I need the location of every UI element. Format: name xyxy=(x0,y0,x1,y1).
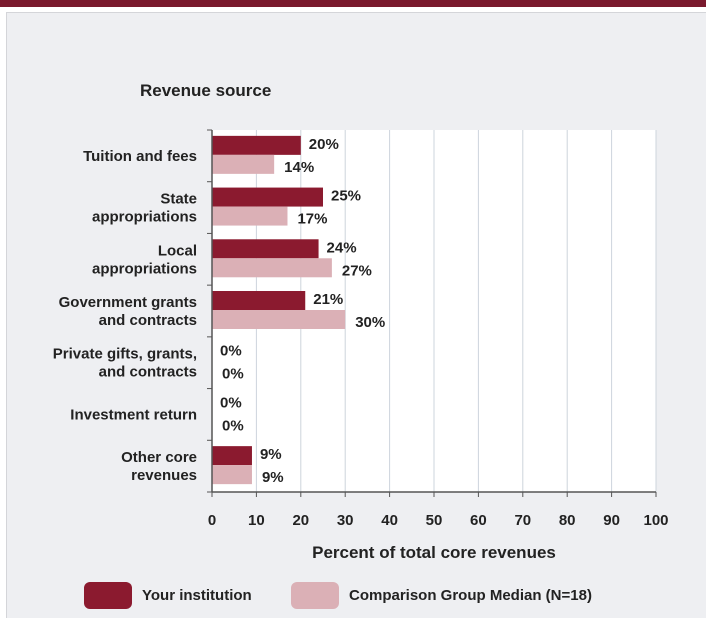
legend-swatch-your-institution xyxy=(84,581,132,609)
category-label: Tuition and fees xyxy=(83,148,197,165)
x-tick-label: 40 xyxy=(381,512,398,529)
data-label: 0% xyxy=(220,394,242,411)
bar xyxy=(212,291,306,310)
category-axis-title: Revenue source xyxy=(140,81,271,100)
legend-item-your-institution: Your institution xyxy=(84,580,252,610)
legend-label-comparison-group: Comparison Group Median (N=18) xyxy=(349,586,592,604)
data-label: 17% xyxy=(297,211,327,228)
category-label: Private gifts, grants, xyxy=(53,346,197,363)
category-label: Other core xyxy=(121,449,197,466)
bar xyxy=(212,446,252,466)
data-label: 24% xyxy=(327,239,357,256)
data-label: 9% xyxy=(260,446,282,463)
data-label: 9% xyxy=(262,469,284,486)
category-label: State xyxy=(160,191,197,208)
top-accent-bar xyxy=(0,0,706,7)
category-label: Local xyxy=(158,242,197,259)
x-tick-label: 0 xyxy=(208,512,216,529)
x-tick-label: 60 xyxy=(470,512,487,529)
bar xyxy=(212,465,252,485)
category-label: revenues xyxy=(131,467,197,484)
legend-swatch-comparison-group xyxy=(291,581,339,609)
bar xyxy=(212,206,288,226)
x-tick-label: 90 xyxy=(603,512,620,529)
data-label: 27% xyxy=(342,262,372,279)
data-label: 0% xyxy=(222,366,244,383)
legend-item-comparison-group: Comparison Group Median (N=18) xyxy=(291,580,592,610)
bar xyxy=(212,258,332,278)
category-label: appropriations xyxy=(92,209,197,226)
data-label: 14% xyxy=(284,159,314,176)
x-tick-label: 30 xyxy=(337,512,354,529)
x-tick-label: 80 xyxy=(559,512,576,529)
x-axis-title: Percent of total core revenues xyxy=(312,543,556,562)
data-label: 0% xyxy=(222,417,244,434)
category-label: and contracts xyxy=(99,364,197,381)
data-label: 0% xyxy=(220,343,242,360)
revenue-chart: Revenue source Tuition and fees 20% 14% Stat… xyxy=(53,81,669,562)
data-label: 20% xyxy=(309,136,339,153)
data-label: 30% xyxy=(355,314,385,331)
category-label: appropriations xyxy=(92,260,197,277)
chart-legend: Your institution Comparison Group Median… xyxy=(0,580,706,610)
bar xyxy=(212,135,301,155)
legend-label-your-institution: Your institution xyxy=(142,586,252,604)
x-tick-label: 20 xyxy=(292,512,309,529)
category-label: Government grants xyxy=(59,294,197,311)
data-label: 21% xyxy=(313,291,343,308)
bar xyxy=(212,187,323,207)
bar xyxy=(212,310,346,329)
x-tick-label: 50 xyxy=(426,512,443,529)
x-tick-label: 100 xyxy=(643,512,668,529)
category-label: and contracts xyxy=(99,312,197,329)
category-label: Investment return xyxy=(70,406,197,423)
x-tick-label: 10 xyxy=(248,512,265,529)
bar xyxy=(212,239,319,259)
bar xyxy=(212,154,275,174)
x-tick-label: 70 xyxy=(514,512,531,529)
data-label: 25% xyxy=(331,188,361,205)
